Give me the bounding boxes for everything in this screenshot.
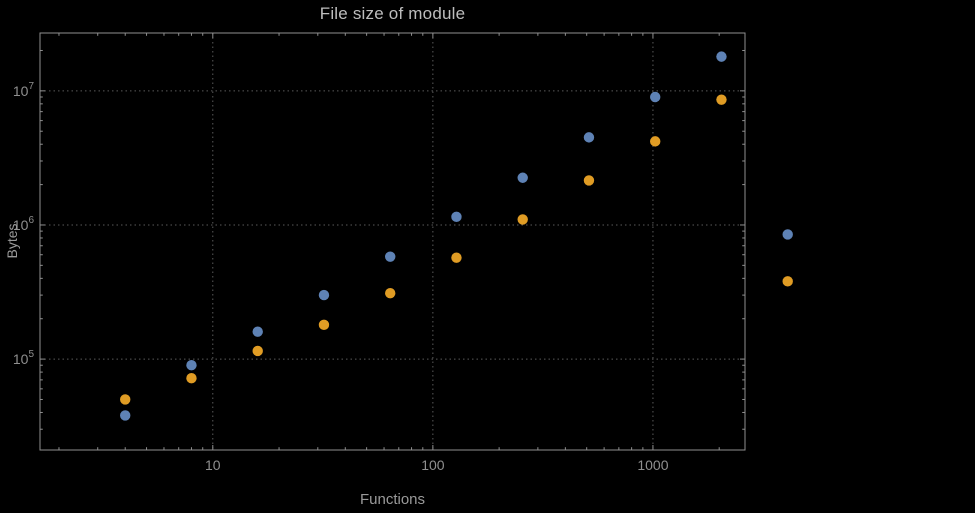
data-point-series-2-orange	[650, 136, 661, 147]
data-point-series-1-blue	[385, 251, 396, 262]
y-tick-label: 106	[13, 215, 35, 233]
data-point-series-1-blue	[517, 172, 528, 183]
data-point-series-2-orange	[318, 319, 330, 331]
data-point-series-2-orange	[583, 175, 595, 186]
data-point-series-1-blue	[120, 410, 131, 421]
plot-frame	[39, 32, 746, 451]
x-axis-label: Functions	[359, 491, 426, 508]
data-point-series-2-orange	[120, 394, 131, 405]
y-tick-label: 107	[13, 81, 35, 99]
data-point-series-2-orange	[252, 345, 263, 357]
chart-title: File size of module	[319, 4, 466, 23]
data-point-series-1-blue	[716, 51, 727, 62]
data-point-series-1-blue	[650, 91, 661, 103]
data-point-series-1-blue	[451, 211, 462, 223]
data-point-series-1-blue	[782, 229, 793, 240]
x-tick-label: 100	[421, 457, 445, 473]
x-tick-label: 1000	[637, 457, 668, 473]
data-point-series-2-orange	[517, 214, 528, 225]
data-point-series-2-orange	[782, 276, 793, 287]
data-point-series-2-orange	[385, 287, 396, 299]
y-tick-label: 105	[13, 349, 35, 367]
data-point-series-2-orange	[186, 373, 197, 384]
data-point-series-1-blue	[252, 326, 263, 337]
data-point-series-2-orange	[716, 94, 727, 105]
x-tick-label: 10	[205, 457, 221, 473]
data-point-series-1-blue	[583, 132, 595, 143]
data-point-series-1-blue	[318, 289, 330, 301]
data-point-series-2-orange	[451, 252, 462, 263]
data-point-series-1-blue	[186, 360, 197, 371]
y-axis-label: Bytes	[4, 223, 20, 259]
